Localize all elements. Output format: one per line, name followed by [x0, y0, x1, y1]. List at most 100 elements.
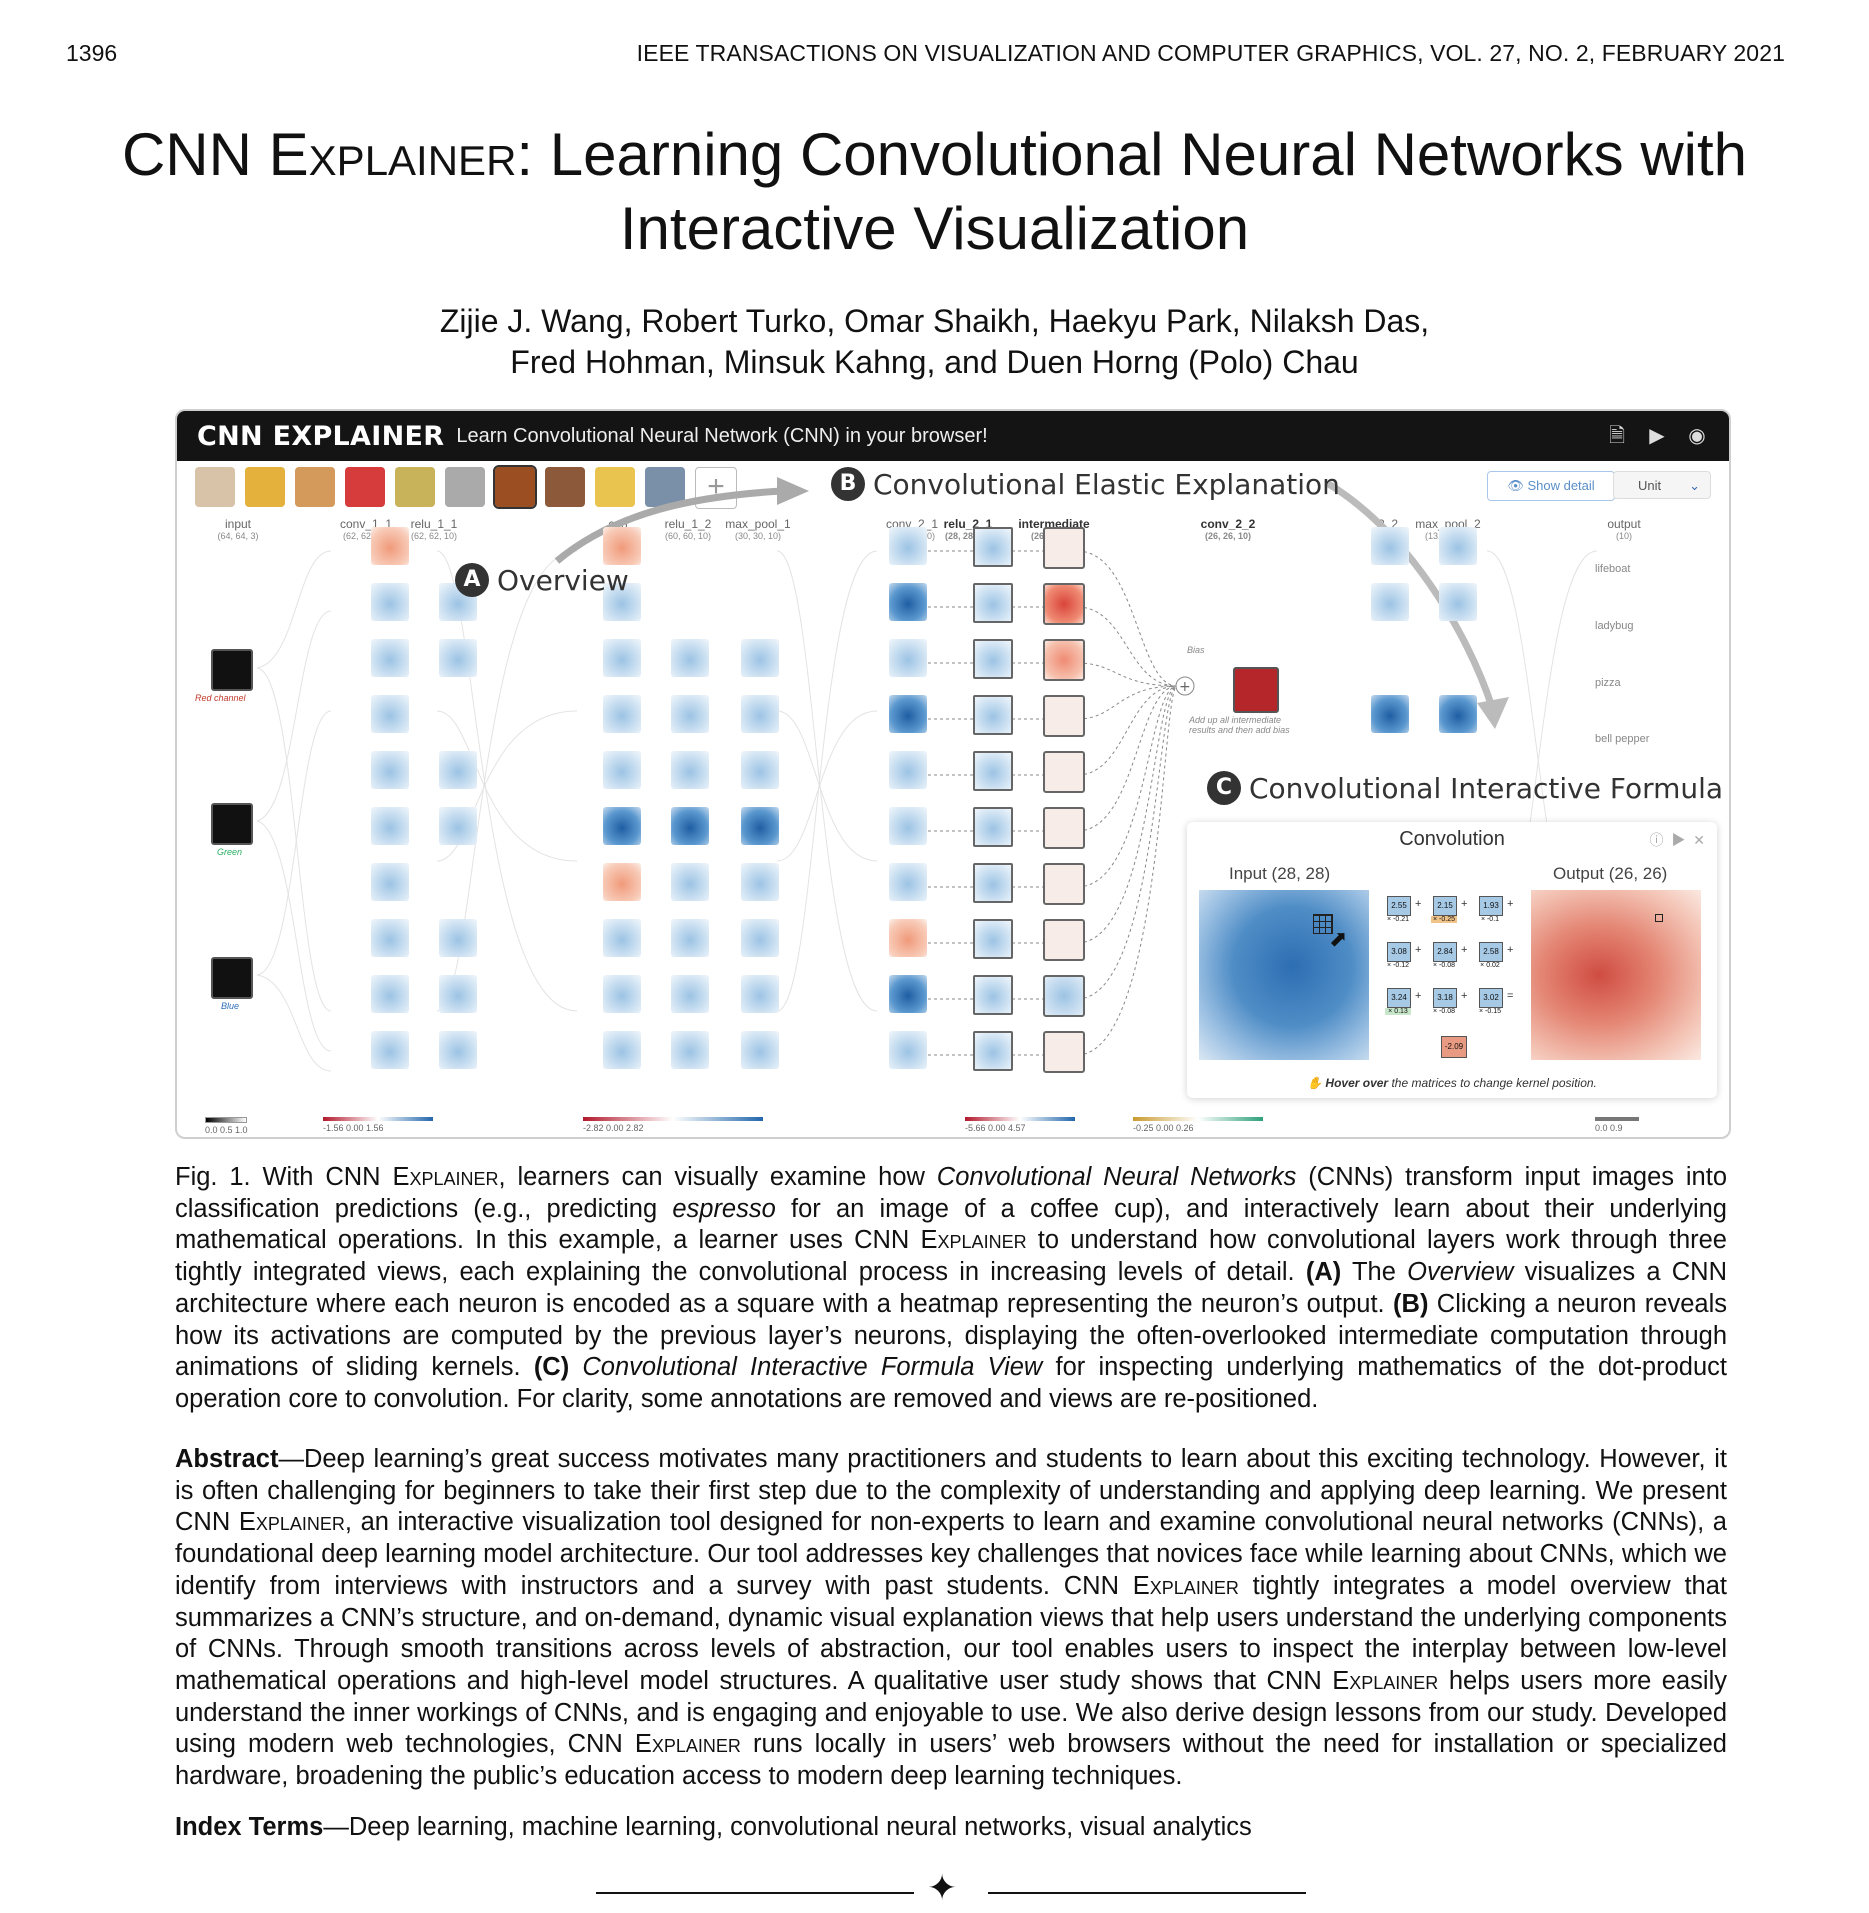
- unit-select[interactable]: Unit ⌄: [1613, 471, 1711, 499]
- neuron-heatmap[interactable]: [439, 751, 477, 789]
- neuron-heatmap[interactable]: [1371, 695, 1409, 733]
- neuron-heatmap[interactable]: [973, 695, 1013, 735]
- neuron-heatmap[interactable]: [1371, 527, 1409, 565]
- neuron-heatmap[interactable]: [603, 751, 641, 789]
- intermediate-heatmap[interactable]: [1043, 863, 1085, 905]
- intermediate-heatmap[interactable]: [1043, 695, 1085, 737]
- neuron-heatmap[interactable]: [439, 639, 477, 677]
- neuron-heatmap[interactable]: [603, 1031, 641, 1069]
- neuron-heatmap[interactable]: [603, 639, 641, 677]
- output-matrix[interactable]: [1531, 890, 1701, 1060]
- input-channel-blue[interactable]: [211, 957, 253, 999]
- thumbnail-image[interactable]: [645, 467, 685, 507]
- thumbnail-image[interactable]: [445, 467, 485, 507]
- neuron-heatmap[interactable]: [973, 919, 1013, 959]
- play-icon[interactable]: ▶: [1671, 832, 1688, 848]
- neuron-heatmap[interactable]: [371, 695, 409, 733]
- intermediate-heatmap[interactable]: [1043, 807, 1085, 849]
- neuron-heatmap[interactable]: [371, 975, 409, 1013]
- neuron-heatmap[interactable]: [889, 863, 927, 901]
- show-detail-button[interactable]: 👁 Show detail: [1487, 471, 1615, 501]
- neuron-heatmap[interactable]: [603, 919, 641, 957]
- close-icon[interactable]: ✕: [1693, 832, 1707, 848]
- thumbnail-image[interactable]: [595, 467, 635, 507]
- neuron-heatmap[interactable]: [741, 695, 779, 733]
- neuron-heatmap[interactable]: [741, 751, 779, 789]
- neuron-heatmap[interactable]: [889, 751, 927, 789]
- input-channel-red[interactable]: [211, 649, 253, 691]
- neuron-heatmap[interactable]: [371, 863, 409, 901]
- neuron-heatmap[interactable]: [1439, 527, 1477, 565]
- thumbnail-image[interactable]: [195, 467, 235, 507]
- neuron-heatmap[interactable]: [889, 975, 927, 1013]
- pdf-icon[interactable]: 🗎: [1608, 425, 1626, 447]
- neuron-heatmap[interactable]: [973, 863, 1013, 903]
- video-icon[interactable]: ▶: [1649, 425, 1665, 447]
- neuron-heatmap[interactable]: [1439, 583, 1477, 621]
- info-icon[interactable]: ⓘ: [1649, 832, 1666, 848]
- neuron-heatmap[interactable]: [1371, 583, 1409, 621]
- neuron-heatmap[interactable]: [973, 1031, 1013, 1071]
- neuron-heatmap[interactable]: [371, 919, 409, 957]
- neuron-heatmap[interactable]: [889, 919, 927, 957]
- neuron-heatmap[interactable]: [439, 975, 477, 1013]
- intermediate-heatmap[interactable]: [1043, 1031, 1085, 1073]
- neuron-heatmap[interactable]: [889, 583, 927, 621]
- thumbnail-image[interactable]: [295, 467, 335, 507]
- thumbnail-image[interactable]: [245, 467, 285, 507]
- neuron-heatmap[interactable]: [741, 639, 779, 677]
- neuron-heatmap[interactable]: [889, 807, 927, 845]
- neuron-heatmap[interactable]: [889, 695, 927, 733]
- neuron-heatmap[interactable]: [671, 863, 709, 901]
- neuron-heatmap[interactable]: [671, 751, 709, 789]
- conv-2-2-output-neuron[interactable]: [1233, 667, 1279, 713]
- neuron-heatmap[interactable]: [889, 639, 927, 677]
- neuron-heatmap[interactable]: [371, 1031, 409, 1069]
- neuron-heatmap[interactable]: [603, 807, 641, 845]
- neuron-heatmap[interactable]: [671, 695, 709, 733]
- neuron-heatmap[interactable]: [889, 1031, 927, 1069]
- neuron-heatmap[interactable]: [973, 527, 1013, 567]
- neuron-heatmap[interactable]: [741, 1031, 779, 1069]
- add-image-button[interactable]: +: [695, 467, 737, 509]
- input-channel-green[interactable]: [211, 803, 253, 845]
- thumbnail-image[interactable]: [395, 467, 435, 507]
- github-icon[interactable]: ◉: [1688, 425, 1706, 447]
- neuron-heatmap[interactable]: [603, 583, 641, 621]
- neuron-heatmap[interactable]: [603, 527, 641, 565]
- neuron-heatmap[interactable]: [973, 975, 1013, 1015]
- neuron-heatmap[interactable]: [741, 975, 779, 1013]
- neuron-heatmap[interactable]: [973, 751, 1013, 791]
- neuron-heatmap[interactable]: [671, 639, 709, 677]
- thumbnail-image[interactable]: [345, 467, 385, 507]
- intermediate-heatmap[interactable]: [1043, 639, 1085, 681]
- intermediate-heatmap[interactable]: [1043, 583, 1085, 625]
- neuron-heatmap[interactable]: [371, 639, 409, 677]
- neuron-heatmap[interactable]: [371, 527, 409, 565]
- neuron-heatmap[interactable]: [671, 975, 709, 1013]
- intermediate-heatmap[interactable]: [1043, 751, 1085, 793]
- neuron-heatmap[interactable]: [741, 863, 779, 901]
- neuron-heatmap[interactable]: [741, 919, 779, 957]
- neuron-heatmap[interactable]: [371, 583, 409, 621]
- neuron-heatmap[interactable]: [889, 527, 927, 565]
- input-matrix[interactable]: ⬈: [1199, 890, 1369, 1060]
- neuron-heatmap[interactable]: [671, 807, 709, 845]
- neuron-heatmap[interactable]: [439, 1031, 477, 1069]
- neuron-heatmap[interactable]: [973, 583, 1013, 623]
- kernel-window[interactable]: [1313, 914, 1333, 934]
- neuron-heatmap[interactable]: [973, 639, 1013, 679]
- neuron-heatmap[interactable]: [603, 695, 641, 733]
- neuron-heatmap[interactable]: [371, 807, 409, 845]
- neuron-heatmap[interactable]: [1439, 695, 1477, 733]
- neuron-heatmap[interactable]: [439, 919, 477, 957]
- neuron-heatmap[interactable]: [741, 807, 779, 845]
- intermediate-heatmap[interactable]: [1043, 527, 1085, 569]
- neuron-heatmap[interactable]: [603, 863, 641, 901]
- intermediate-heatmap[interactable]: [1043, 975, 1085, 1017]
- neuron-heatmap[interactable]: [371, 751, 409, 789]
- neuron-heatmap[interactable]: [603, 975, 641, 1013]
- thumbnail-image-selected[interactable]: [493, 465, 537, 509]
- thumbnail-image[interactable]: [545, 467, 585, 507]
- neuron-heatmap[interactable]: [671, 1031, 709, 1069]
